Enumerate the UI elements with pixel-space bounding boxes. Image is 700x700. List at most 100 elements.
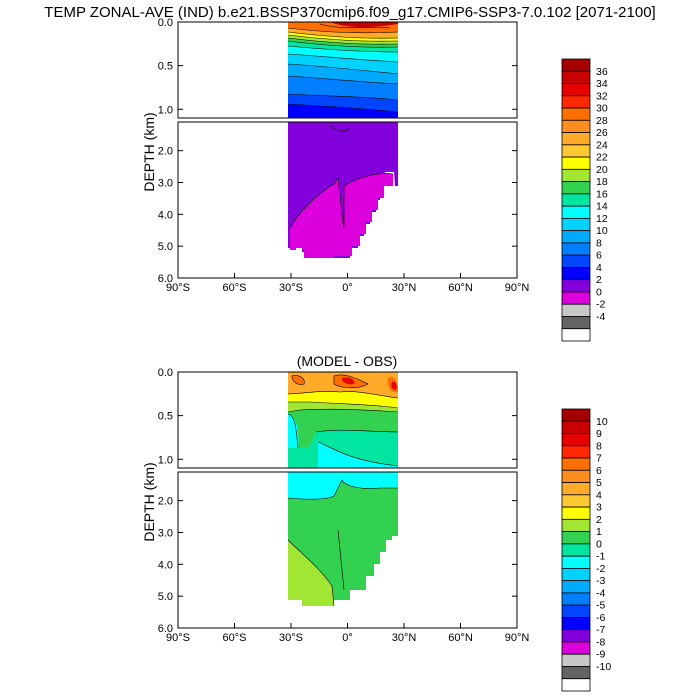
colorbar-label: -3 bbox=[596, 575, 605, 587]
diff-deep-m1 bbox=[288, 472, 398, 500]
colorbar-label: -4 bbox=[596, 311, 605, 323]
y-tick-label: 0.5 bbox=[158, 61, 173, 73]
colorbar-box bbox=[561, 592, 591, 606]
colorbar-box bbox=[561, 132, 591, 146]
x-tick-label: 0° bbox=[342, 632, 353, 644]
colorbar-box bbox=[561, 653, 591, 667]
colorbar-label: 22 bbox=[596, 152, 608, 164]
diff-band-m1 bbox=[288, 430, 398, 468]
colorbar-box bbox=[561, 328, 591, 342]
colorbar-label: 0 bbox=[596, 286, 602, 298]
y-tick-label: 4.0 bbox=[158, 559, 173, 571]
colorbar-label: 28 bbox=[596, 115, 608, 127]
diff-band-m2 bbox=[288, 414, 398, 468]
colorbar-label: -9 bbox=[596, 649, 605, 661]
y-tick-label: 0.0 bbox=[158, 17, 173, 29]
colorbar-box bbox=[561, 107, 591, 121]
temp-band-16 bbox=[288, 38, 398, 48]
colorbar-box bbox=[561, 83, 591, 97]
colorbar-box bbox=[561, 469, 591, 483]
diff-deep-1 bbox=[288, 540, 334, 606]
colorbar-box bbox=[561, 168, 591, 183]
diff-band-2 bbox=[288, 391, 398, 408]
colorbar-box bbox=[561, 482, 591, 496]
colorbar-label: -2 bbox=[596, 563, 605, 575]
colorbar-label: -5 bbox=[596, 600, 605, 612]
colorbar-label: 2 bbox=[596, 514, 602, 526]
temp-band-18 bbox=[288, 35, 398, 45]
temp-band-8 bbox=[288, 64, 398, 84]
colorbar-box bbox=[561, 555, 591, 569]
y-tick-label: 1.0 bbox=[158, 104, 173, 116]
colorbar-box bbox=[561, 494, 591, 508]
colorbar-label: 20 bbox=[596, 164, 608, 176]
difference-panel: (MODEL - OBS) 90°S 60°S 30°S 0° 30°N 60°N 90°N… bbox=[141, 353, 611, 692]
x-tick-label: 60°S bbox=[223, 632, 247, 644]
colorbar-label: 7 bbox=[596, 453, 602, 465]
temperature-upper-field bbox=[287, 22, 399, 118]
diff-contours-lower bbox=[287, 479, 398, 607]
colorbar-box bbox=[561, 617, 591, 631]
diff-band-6 bbox=[292, 374, 398, 393]
diff-contours-upper bbox=[287, 374, 399, 467]
diff-band-1 bbox=[288, 402, 398, 412]
colorbar-label: 1 bbox=[596, 526, 602, 538]
temperature-lower-field bbox=[288, 122, 398, 260]
colorbar-box bbox=[561, 629, 591, 643]
difference-upper-field bbox=[287, 372, 399, 468]
colorbar-label: -4 bbox=[596, 587, 605, 599]
colorbar-box bbox=[561, 279, 591, 293]
colorbar-label: -7 bbox=[596, 624, 605, 636]
y-tick-label: 5.0 bbox=[158, 241, 173, 253]
y-tick-label: 3.0 bbox=[158, 177, 173, 189]
colorbar-box bbox=[561, 531, 591, 545]
difference-axes: 90°S 60°S 30°S 0° 30°N 60°N 90°N 0.0 0.5 1.0 2.0 3.… bbox=[158, 367, 530, 644]
colorbar-box bbox=[561, 641, 591, 655]
colorbar-box bbox=[561, 604, 591, 618]
colorbar-box bbox=[561, 193, 591, 207]
colorbar-box bbox=[561, 156, 591, 170]
colorbar-label: 10 bbox=[596, 225, 608, 237]
y-tick-label: 5.0 bbox=[158, 591, 173, 603]
colorbar-box bbox=[561, 408, 591, 422]
y-tick-label: 6.0 bbox=[158, 623, 173, 635]
temp-band-24 bbox=[288, 28, 398, 39]
colorbar-box bbox=[561, 433, 591, 447]
temperature-axes: 90°S 60°S 30°S 0° 30°N 60°N 90°N 0.0 0.5 1.0 2.0 3.… bbox=[158, 17, 530, 294]
colorbar-box bbox=[561, 316, 591, 330]
colorbar-label: 0 bbox=[596, 538, 602, 550]
colorbar-label: 4 bbox=[596, 262, 602, 274]
y-tick-label: 1.0 bbox=[158, 454, 173, 466]
colorbar-label: -1 bbox=[596, 551, 605, 563]
colorbar-label: 2 bbox=[596, 274, 602, 286]
colorbar-box bbox=[561, 254, 591, 268]
colorbar-label: 18 bbox=[596, 176, 608, 188]
colorbar-label: 34 bbox=[596, 78, 608, 90]
x-tick-label: 60°N bbox=[448, 632, 473, 644]
temperature-ylabel: DEPTH (km) bbox=[141, 112, 157, 191]
colorbar-box bbox=[561, 518, 591, 533]
colorbar-label: 8 bbox=[596, 440, 602, 452]
colorbar-label: 32 bbox=[596, 90, 608, 102]
colorbar-box bbox=[561, 95, 591, 109]
colorbar-box bbox=[561, 567, 591, 582]
x-tick-label: 30°N bbox=[392, 632, 417, 644]
colorbar-box bbox=[561, 70, 591, 84]
temp-bottom-white bbox=[288, 248, 302, 260]
temp-band-deep-0 bbox=[290, 173, 393, 258]
y-tick-label: 0.5 bbox=[158, 411, 173, 423]
colorbar-label: 14 bbox=[596, 201, 608, 213]
x-tick-label: 30°S bbox=[279, 632, 303, 644]
temp-band-2 bbox=[288, 104, 398, 118]
temp-contours-upper bbox=[287, 23, 399, 113]
x-tick-label: 90°N bbox=[505, 632, 530, 644]
colorbar-box bbox=[561, 445, 591, 459]
colorbar-box bbox=[561, 666, 591, 680]
x-tick-label: 0° bbox=[342, 282, 353, 294]
x-tick-label: 90°N bbox=[505, 282, 530, 294]
x-tick-label: 30°N bbox=[392, 282, 417, 294]
y-tick-label: 6.0 bbox=[158, 273, 173, 285]
colorbar-box bbox=[561, 205, 591, 219]
diff-band-8 bbox=[342, 377, 397, 390]
